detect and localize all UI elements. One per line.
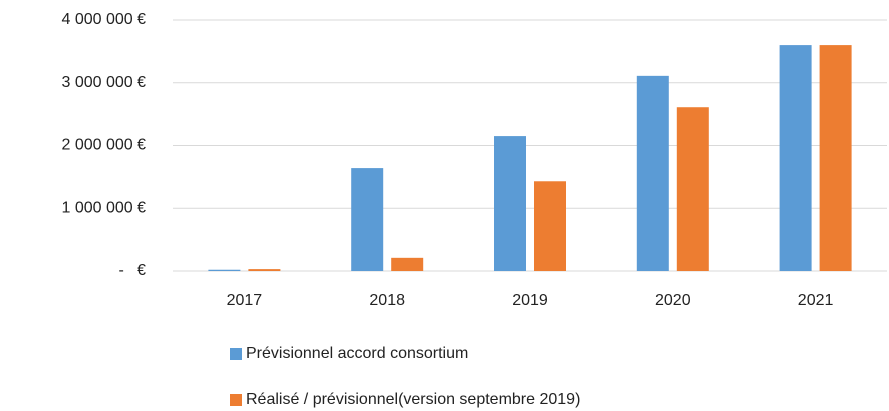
bar [351,168,384,271]
bar [208,269,241,271]
x-tick-label: 2018 [369,292,405,309]
y-tick-label: 2 000 000 € [61,137,146,154]
y-tick-label: - € [118,262,146,279]
legend-label: Prévisionnel accord consortium [246,345,468,362]
bar [676,107,709,271]
legend-label: Réalisé / prévisionnel(version septembre… [246,391,580,408]
bar [636,75,669,271]
x-tick-label: 2021 [798,292,834,309]
x-tick-label: 2020 [655,292,691,309]
y-tick-label: 4 000 000 € [61,11,146,28]
bar [534,181,566,271]
bar [819,45,852,271]
bar [779,45,812,271]
bar [494,136,526,271]
legend-swatch [230,394,242,406]
legend-swatch [230,348,242,360]
x-tick-label: 2017 [227,292,263,309]
y-tick-label: 1 000 000 € [61,199,146,216]
x-tick-label: 2019 [512,292,548,309]
y-tick-label: 3 000 000 € [61,74,146,91]
bar [391,257,424,271]
bar [248,269,281,271]
